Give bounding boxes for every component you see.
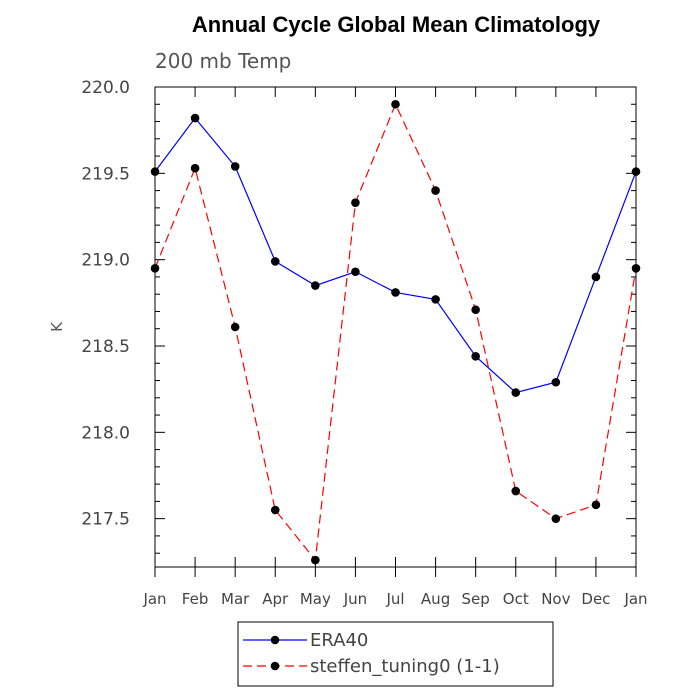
data-point xyxy=(431,186,440,195)
data-point xyxy=(471,305,480,315)
x-tick-label: Sep xyxy=(462,590,490,608)
y-tick-label: 218.5 xyxy=(81,337,130,357)
y-tick-label: 220.0 xyxy=(81,78,130,98)
data-point xyxy=(631,167,641,176)
x-tick-label: Oct xyxy=(503,590,529,608)
data-point xyxy=(351,267,360,277)
data-point xyxy=(230,322,240,332)
x-tick-label: Nov xyxy=(541,590,570,608)
y-axis-label: K xyxy=(48,321,66,332)
legend-box xyxy=(237,621,554,687)
x-tick-label: Jan xyxy=(623,590,647,608)
y-tick-label: 219.0 xyxy=(81,251,130,271)
data-point xyxy=(391,99,400,109)
data-point xyxy=(551,377,561,387)
data-point xyxy=(631,263,641,273)
data-point xyxy=(591,272,601,282)
data-point xyxy=(511,486,521,496)
data-point xyxy=(551,514,561,523)
series-era40 xyxy=(150,113,641,397)
chart-title: Annual Cycle Global Mean Climatology xyxy=(192,12,601,37)
data-point xyxy=(311,281,320,290)
data-point xyxy=(311,555,320,565)
data-point xyxy=(190,163,200,173)
x-tick-label: Jun xyxy=(343,590,367,608)
data-point xyxy=(431,295,440,304)
x-tick-label: Apr xyxy=(262,590,289,608)
data-point xyxy=(351,198,360,207)
x-tick-label: Mar xyxy=(221,590,250,608)
series-line xyxy=(154,102,637,562)
x-tick-label: Jul xyxy=(385,590,404,608)
data-point xyxy=(270,257,280,266)
x-tick-label: Feb xyxy=(182,590,209,608)
data-point xyxy=(591,500,601,510)
legend-marker xyxy=(270,661,280,671)
x-tick-labels: Jan Feb Mar Apr May Jun Jul Aug Sep Oct Nov Dec Jan xyxy=(142,590,647,608)
x-tick-label: May xyxy=(300,590,331,608)
legend: ERA40 steffen_tuning0 (1-1) xyxy=(237,621,554,687)
data-point xyxy=(270,505,280,515)
plot-frame xyxy=(154,86,637,568)
data-point xyxy=(391,288,400,297)
x-tick-label: Aug xyxy=(421,590,450,608)
legend-marker xyxy=(270,635,280,645)
data-point xyxy=(230,162,240,171)
data-point xyxy=(150,167,160,176)
y-tick-label: 217.5 xyxy=(81,510,130,530)
axis-ticks xyxy=(154,86,637,577)
series-layer xyxy=(150,99,641,565)
y-tick-label: 219.5 xyxy=(81,164,130,184)
data-point xyxy=(471,352,480,361)
series-steffen-tuning0 xyxy=(150,99,641,565)
y-tick-label: 218.0 xyxy=(81,423,130,443)
data-point xyxy=(511,388,521,397)
series-line xyxy=(154,117,637,394)
x-tick-label: Dec xyxy=(581,590,610,608)
legend-label: ERA40 xyxy=(310,630,368,651)
data-point xyxy=(150,263,160,273)
chart-subtitle: 200 mb Temp xyxy=(155,49,291,73)
x-tick-label: Jan xyxy=(142,590,166,608)
y-tick-labels: 220.0 219.5 219.0 218.5 218.0 217.5 xyxy=(81,78,130,530)
legend-label: steffen_tuning0 (1-1) xyxy=(310,656,500,677)
data-point xyxy=(190,113,200,123)
